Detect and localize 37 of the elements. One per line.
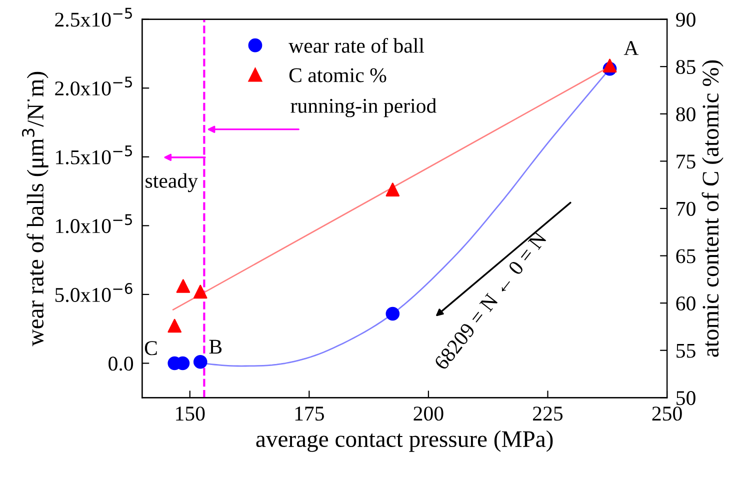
x-axis-title: average contact pressure (MPa) [256, 430, 553, 452]
y2-tick-label: 55 [676, 344, 696, 358]
y-tick-label: 0.0 [108, 356, 134, 371]
y2-tick-label: 85 [676, 60, 696, 74]
legend-label: wear rate of ball [288, 38, 424, 53]
y2-tick-label: 80 [676, 107, 696, 122]
point [386, 182, 400, 196]
y-axis-title: wear rate of balls (μm$^{3}$/N$^{·}$m) [22, 72, 48, 346]
x-tick-label: 200 [414, 406, 444, 421]
x-tick-label: 250 [652, 406, 682, 421]
annotation: C [144, 341, 157, 356]
y-tick-label: 1.0x10$^{−5}$ [56, 214, 132, 234]
point [193, 354, 208, 369]
y2-tick-label: 50 [676, 391, 696, 406]
point [386, 306, 400, 321]
y-tick-label: 1.5x10$^{−5}$ [56, 145, 132, 164]
point [168, 318, 182, 333]
y2-tick-label: 65 [676, 249, 696, 264]
y-tick-label: 2.5x10$^{−5}$ [55, 8, 132, 27]
point [176, 279, 190, 293]
y2-axis-title: atomic content of C (atomic %) [702, 60, 724, 357]
annotation: B [209, 340, 222, 354]
y2-tick-label: 70 [676, 202, 696, 216]
annotation: steady [146, 173, 198, 192]
annotation: A [624, 41, 639, 55]
legend-label: C atomic % [289, 68, 386, 82]
x-tick-label: 225 [533, 406, 563, 421]
point [193, 284, 208, 299]
point [602, 58, 617, 73]
y2-tick-label: 90 [676, 12, 696, 27]
y2-tick-label: 75 [676, 154, 696, 169]
x-tick-label: 175 [295, 406, 324, 421]
y-tick-label: 2.0x10$^{−5}$ [55, 76, 132, 96]
annotation: running-in period [290, 98, 436, 118]
y-tick-label: 5.0x10$^{−6}$ [55, 282, 132, 302]
x-tick-label: 150 [176, 406, 205, 421]
y2-tick-label: 60 [676, 296, 696, 310]
